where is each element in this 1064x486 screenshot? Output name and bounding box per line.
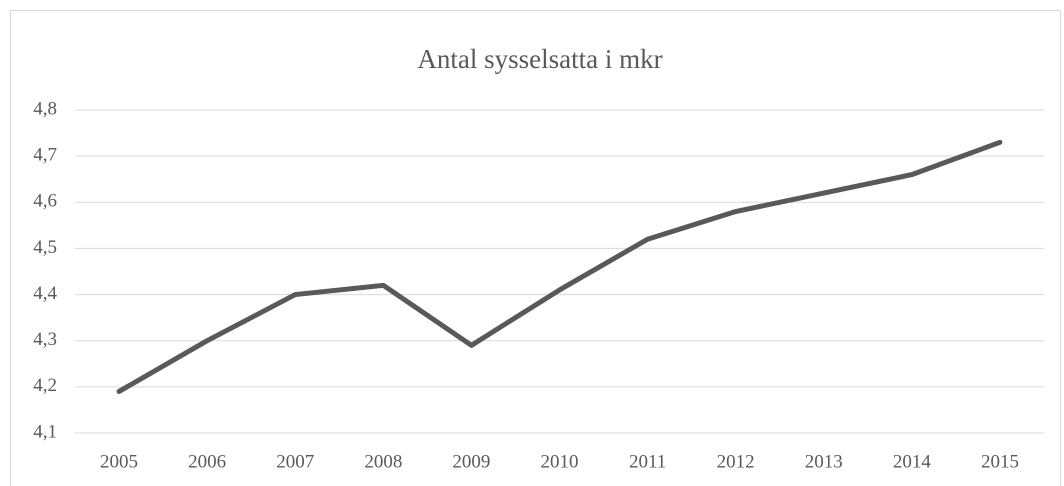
y-tick-label: 4,7 — [33, 145, 57, 166]
x-tick-label: 2006 — [188, 451, 226, 472]
y-tick-label: 4,1 — [33, 421, 57, 442]
y-tick-label: 4,4 — [33, 283, 57, 304]
x-tick-label: 2005 — [100, 451, 138, 472]
x-tick-label: 2009 — [452, 451, 490, 472]
x-tick-label: 2011 — [629, 451, 666, 472]
x-tick-label: 2012 — [717, 451, 755, 472]
y-tick-label: 4,8 — [33, 98, 57, 119]
x-tick-label: 2015 — [981, 451, 1019, 472]
y-tick-label: 4,5 — [33, 237, 57, 258]
y-tick-label: 4,3 — [33, 329, 57, 350]
line-series — [116, 139, 1003, 394]
chart-title: Antal sysselsatta i mkr — [417, 44, 662, 74]
y-tick-label: 4,6 — [33, 191, 57, 212]
x-tick-label: 2014 — [893, 451, 932, 472]
x-tick-label: 2007 — [276, 451, 314, 472]
y-tick-label: 4,2 — [33, 375, 57, 396]
x-tick-label: 2010 — [541, 451, 579, 472]
x-tick-label: 2013 — [805, 451, 843, 472]
x-tick-label: 2008 — [364, 451, 402, 472]
